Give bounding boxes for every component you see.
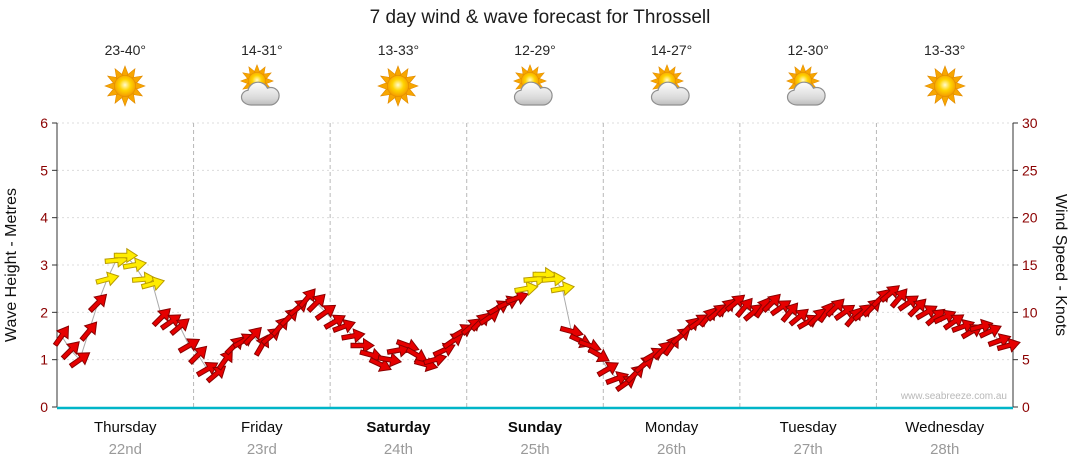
watermark: www.seabreeze.com.au [900, 391, 1007, 402]
wind-arrow [306, 293, 326, 313]
date-label: 23rd [246, 441, 277, 458]
wind-arrow [514, 280, 539, 297]
day-label: Tuesday [779, 419, 837, 436]
wind-tick-label: 25 [1022, 162, 1038, 178]
sunny-icon [375, 63, 421, 114]
day-label: Wednesday [905, 419, 985, 436]
wind-arrow [550, 280, 576, 297]
temperature-range: 14-31° [241, 42, 283, 58]
sun-graphic [377, 65, 420, 107]
wind-tick-label: 5 [1022, 352, 1030, 368]
wind-arrow [734, 297, 753, 319]
sunny-icon [102, 63, 148, 114]
partly-cloudy-icon [234, 63, 290, 116]
date-label: 22nd [108, 441, 142, 458]
wind-arrow [605, 371, 630, 386]
temperature-range: 12-30° [787, 42, 829, 58]
wave-tick-label: 4 [40, 210, 48, 226]
wind-tick-label: 15 [1022, 257, 1038, 273]
day-label: Thursday [94, 419, 157, 436]
wind-arrow [996, 337, 1021, 353]
day-label: Monday [644, 419, 699, 436]
wind-arrow [122, 257, 148, 273]
partly-cloudy-icon [780, 63, 836, 116]
wind-arrow [350, 337, 375, 354]
wind-arrow [60, 341, 80, 361]
left-axis-title: Wave Height - Metres [3, 188, 20, 342]
wind-tick-label: 10 [1022, 304, 1038, 320]
wind-arrow [52, 325, 70, 347]
wind-arrow [942, 314, 965, 331]
partly-cloudy-icon [644, 63, 700, 116]
wind-arrow [987, 333, 1012, 348]
sun-cloud-graphic [649, 63, 690, 106]
wind-arrow [889, 288, 908, 309]
wind-arrow [79, 321, 98, 342]
temperature-range: 23-40° [104, 42, 146, 58]
wind-arrow [587, 346, 610, 363]
wind-arrow [113, 247, 139, 264]
wind-tick-label: 20 [1022, 210, 1038, 226]
wind-arrow [541, 271, 567, 287]
wave-tick-label: 1 [40, 352, 48, 368]
sun-graphic [923, 65, 966, 107]
partly-cloudy-icon [507, 63, 563, 116]
page-title: 7 day wind & wave forecast for Throssell [369, 7, 711, 28]
day-label: Friday [241, 419, 283, 436]
wind-arrow [978, 323, 1002, 339]
wind-arrow [596, 361, 619, 378]
wave-tick-label: 0 [40, 399, 48, 415]
wind-arrow [242, 326, 262, 347]
wind-arrow [68, 352, 91, 369]
date-label: 27th [793, 441, 823, 458]
temperature-range: 13-33° [924, 42, 966, 58]
sun-graphic [104, 65, 147, 107]
wind-arrow [377, 352, 403, 368]
sunny-icon [922, 63, 968, 114]
wind-arrow [87, 293, 108, 313]
wind-arrow [505, 290, 529, 306]
wind-tick-label: 0 [1022, 399, 1030, 415]
wind-arrow [140, 276, 166, 292]
sun-cloud-graphic [786, 63, 826, 106]
wind-arrow [633, 356, 655, 374]
date-label: 28th [930, 441, 960, 458]
wind-arrow [314, 304, 337, 322]
date-label: 24th [383, 441, 414, 458]
wind-arrow [341, 328, 366, 344]
temperature-range: 14-27° [650, 42, 693, 58]
wind-arrow [151, 307, 171, 328]
right-axis-title: Wind Speed - Knots [1052, 194, 1069, 336]
temperature-range: 12-29° [514, 42, 556, 58]
wind-arrow [761, 293, 781, 313]
day-label: Sunday [507, 419, 563, 436]
wind-arrow [969, 318, 994, 334]
wind-arrow [332, 318, 356, 334]
wind-arrow [825, 298, 845, 318]
sun-cloud-graphic [512, 63, 553, 106]
day-label: Saturday [366, 419, 431, 436]
date-label: 25th [520, 441, 550, 458]
wind-arrow [95, 271, 120, 287]
wave-tick-label: 5 [40, 162, 48, 178]
temperature-range: 13-33° [377, 42, 420, 58]
wave-tick-label: 2 [40, 304, 48, 320]
wind-arrow [780, 302, 799, 323]
wind-arrow [297, 288, 316, 309]
wave-tick-label: 3 [40, 257, 48, 273]
sun-cloud-graphic [239, 63, 280, 106]
wave-tick-label: 6 [40, 115, 48, 131]
date-label: 26th [656, 441, 687, 458]
wind-arrow [169, 318, 190, 336]
wind-tick-label: 30 [1022, 115, 1038, 131]
wind-arrow [188, 345, 208, 365]
